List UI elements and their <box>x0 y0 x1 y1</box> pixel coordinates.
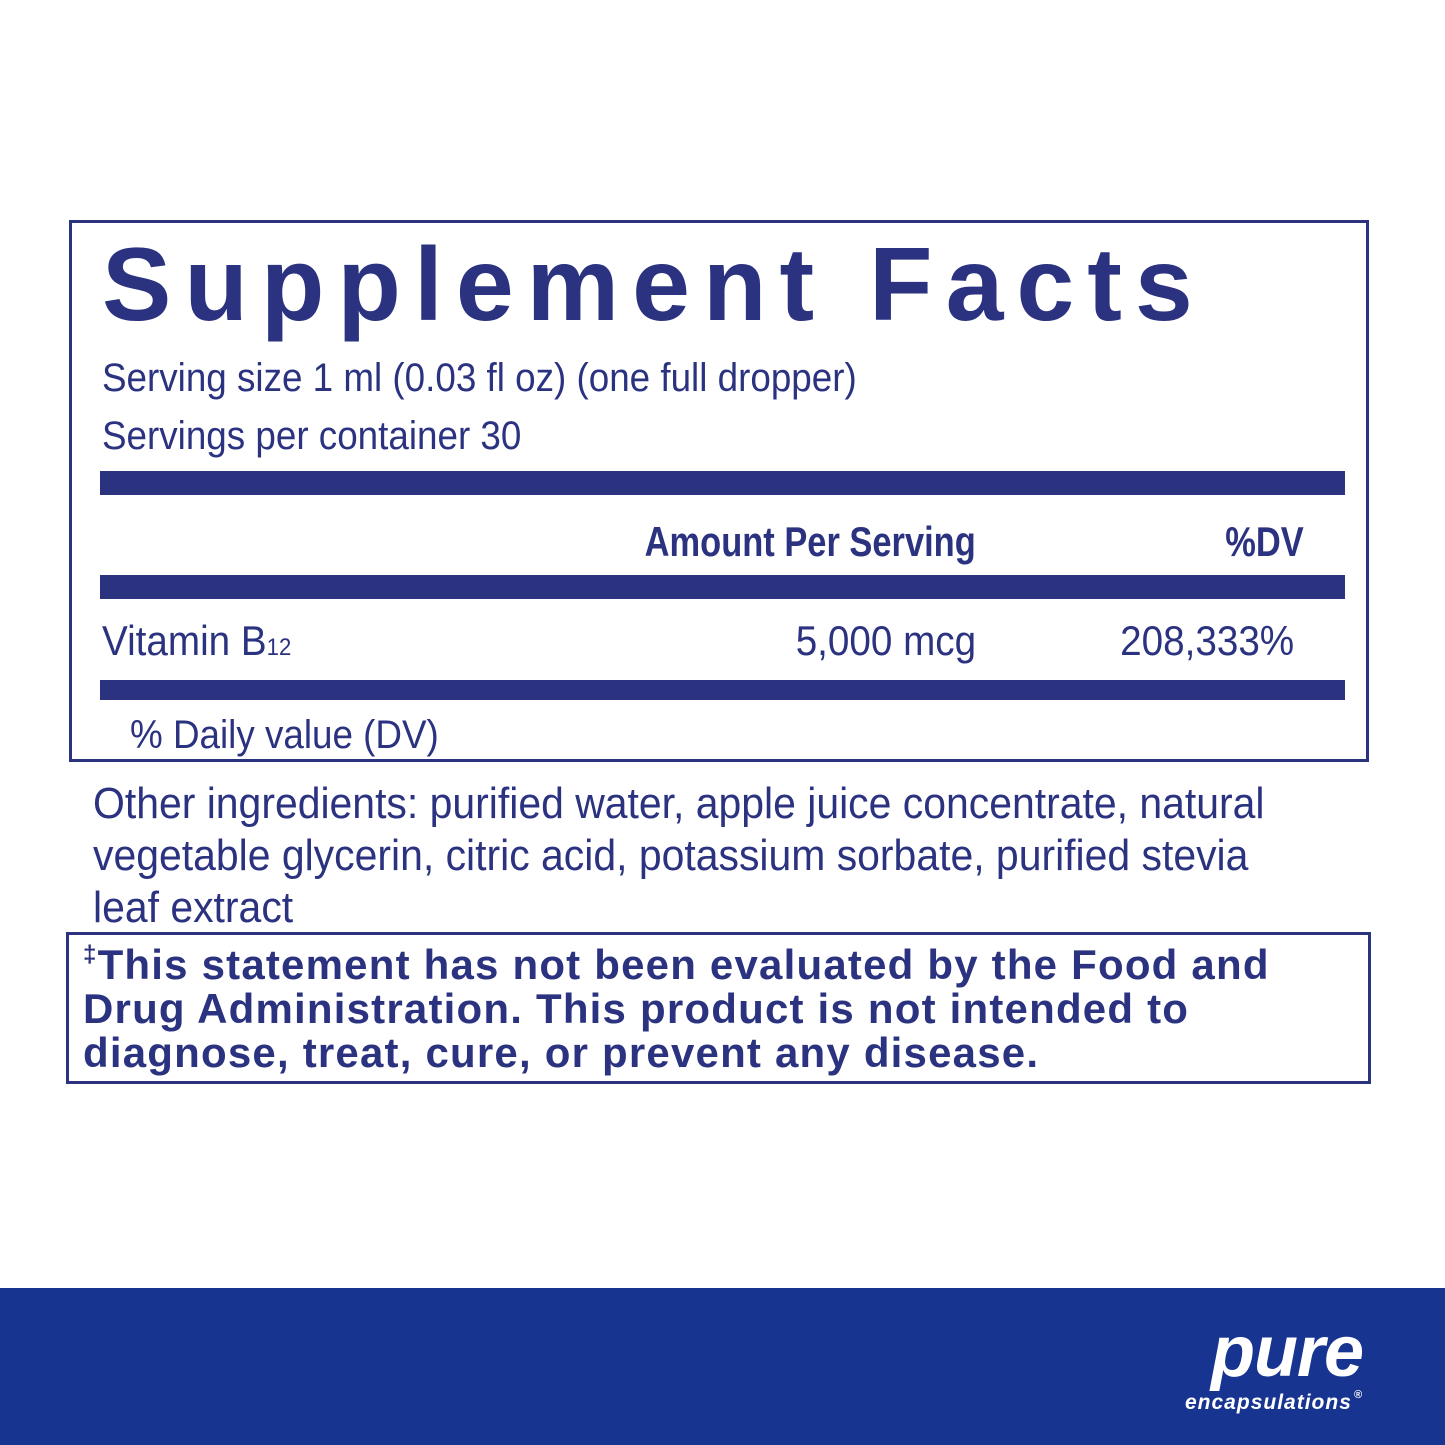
divider-thick <box>100 575 1345 599</box>
double-dagger-symbol: ‡ <box>83 941 98 968</box>
dv-footnote: % Daily value (DV) <box>130 713 439 757</box>
logo-wordmark: pure <box>1210 1312 1364 1392</box>
panel-title: Supplement Facts <box>102 227 1206 343</box>
logo-subline: encapsulations ® <box>1185 1390 1363 1416</box>
dv-header: %DV <box>1225 518 1304 565</box>
nutrient-label: Vitamin B <box>102 617 267 664</box>
serving-size: Serving size 1 ml (0.03 fl oz) (one full… <box>102 356 857 400</box>
supplement-facts-panel: Supplement Facts Serving size 1 ml (0.03… <box>69 220 1369 762</box>
fda-disclaimer-box: ‡This statement has not been evaluated b… <box>66 932 1371 1084</box>
pure-encapsulations-logo: pure encapsulations ® <box>1185 1312 1364 1416</box>
disclaimer-text: This statement has not been evaluated by… <box>83 941 1270 1076</box>
logo-subtext: encapsulations <box>1185 1391 1352 1414</box>
nutrient-amount: 5,000 mcg <box>795 617 976 664</box>
nutrient-name: Vitamin B12 <box>102 620 291 662</box>
amount-per-serving-header: Amount Per Serving <box>644 518 976 565</box>
registered-mark: ® <box>1353 1389 1363 1401</box>
fda-disclaimer: ‡This statement has not been evaluated b… <box>83 943 1353 1075</box>
brand-footer: pure encapsulations ® <box>0 1288 1445 1445</box>
other-ingredients: Other ingredients: purified water, apple… <box>93 779 1265 932</box>
servings-per-container: Servings per container 30 <box>102 414 522 458</box>
divider-thick <box>100 680 1345 700</box>
divider-thick <box>100 471 1345 495</box>
nutrient-subscript: 12 <box>266 634 292 661</box>
nutrient-dv: 208,333% <box>1119 617 1294 664</box>
